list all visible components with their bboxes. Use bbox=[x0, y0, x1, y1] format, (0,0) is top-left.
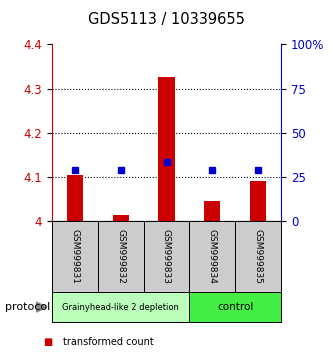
Text: GSM999833: GSM999833 bbox=[162, 229, 171, 284]
Bar bbox=[159, 78, 174, 221]
Text: GSM999832: GSM999832 bbox=[116, 229, 125, 284]
Bar bbox=[113, 215, 129, 221]
Text: Grainyhead-like 2 depletion: Grainyhead-like 2 depletion bbox=[62, 303, 179, 312]
Text: GDS5113 / 10339655: GDS5113 / 10339655 bbox=[88, 12, 245, 27]
Text: GSM999835: GSM999835 bbox=[254, 229, 263, 284]
Text: transformed count: transformed count bbox=[63, 337, 154, 347]
Text: ■: ■ bbox=[43, 337, 53, 347]
Text: protocol: protocol bbox=[5, 302, 50, 312]
Text: GSM999831: GSM999831 bbox=[70, 229, 79, 284]
Bar bbox=[250, 182, 266, 221]
Bar bbox=[204, 201, 220, 221]
Text: control: control bbox=[217, 302, 254, 312]
Bar bbox=[67, 175, 83, 221]
Text: GSM999834: GSM999834 bbox=[208, 229, 217, 284]
